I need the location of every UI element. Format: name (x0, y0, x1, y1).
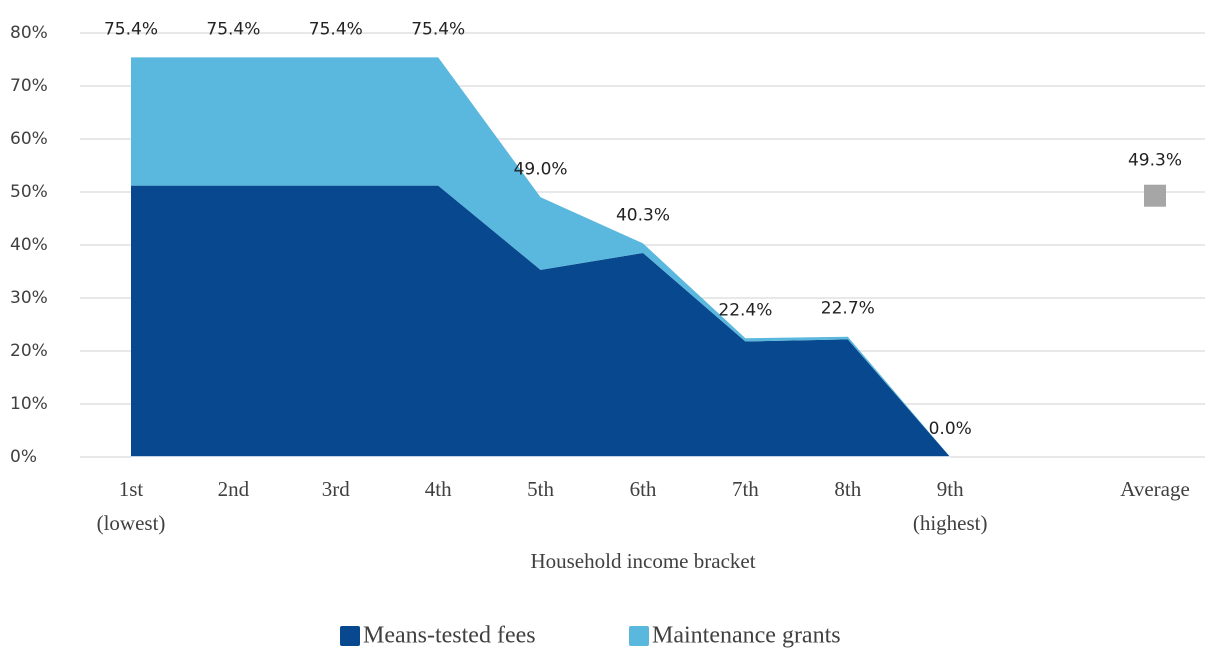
x-tick-label: (highest) (913, 511, 988, 535)
x-tick-label: (lowest) (97, 511, 166, 535)
x-tick-label: 1st (119, 477, 144, 501)
legend-swatch (629, 626, 649, 646)
x-tick-label: 3rd (322, 477, 350, 501)
data-label: 0.0% (929, 419, 972, 439)
x-axis-title: Household income bracket (530, 549, 755, 573)
x-tick-label: 8th (834, 477, 861, 501)
y-tick-label: 40% (10, 235, 48, 255)
x-tick-label: 6th (630, 477, 657, 501)
data-label: 75.4% (411, 19, 465, 39)
average-marker (1144, 184, 1166, 207)
area (131, 57, 951, 457)
y-tick-label: 20% (10, 341, 48, 361)
y-tick-label: 60% (10, 129, 48, 149)
data-label: 75.4% (104, 19, 158, 39)
data-label: 49.0% (514, 159, 568, 179)
y-tick-label: 0% (10, 447, 37, 467)
x-tick-label: Average (1120, 477, 1190, 501)
legend-label: Means-tested fees (363, 623, 536, 648)
y-tick-label: 50% (10, 182, 48, 202)
x-tick-label: 2nd (218, 477, 250, 501)
area (131, 185, 951, 457)
y-tick-label: 10% (10, 394, 48, 414)
data-label: 75.4% (206, 19, 260, 39)
data-label: 22.7% (821, 299, 875, 319)
legend-swatch (340, 626, 360, 646)
x-tick-label: 4th (425, 477, 452, 501)
data-label: 40.3% (616, 205, 670, 225)
x-tick-label: 9th (937, 477, 964, 501)
data-label: 75.4% (309, 19, 363, 39)
y-tick-label: 30% (10, 288, 48, 308)
y-tick-label: 80% (10, 23, 48, 43)
legend-label: Maintenance grants (652, 623, 841, 648)
x-tick-label: 7th (732, 477, 759, 501)
data-label: 22.4% (718, 300, 772, 320)
x-tick-label: 5th (527, 477, 554, 501)
data-label: 49.3% (1128, 151, 1182, 171)
y-tick-label: 70% (10, 76, 48, 96)
